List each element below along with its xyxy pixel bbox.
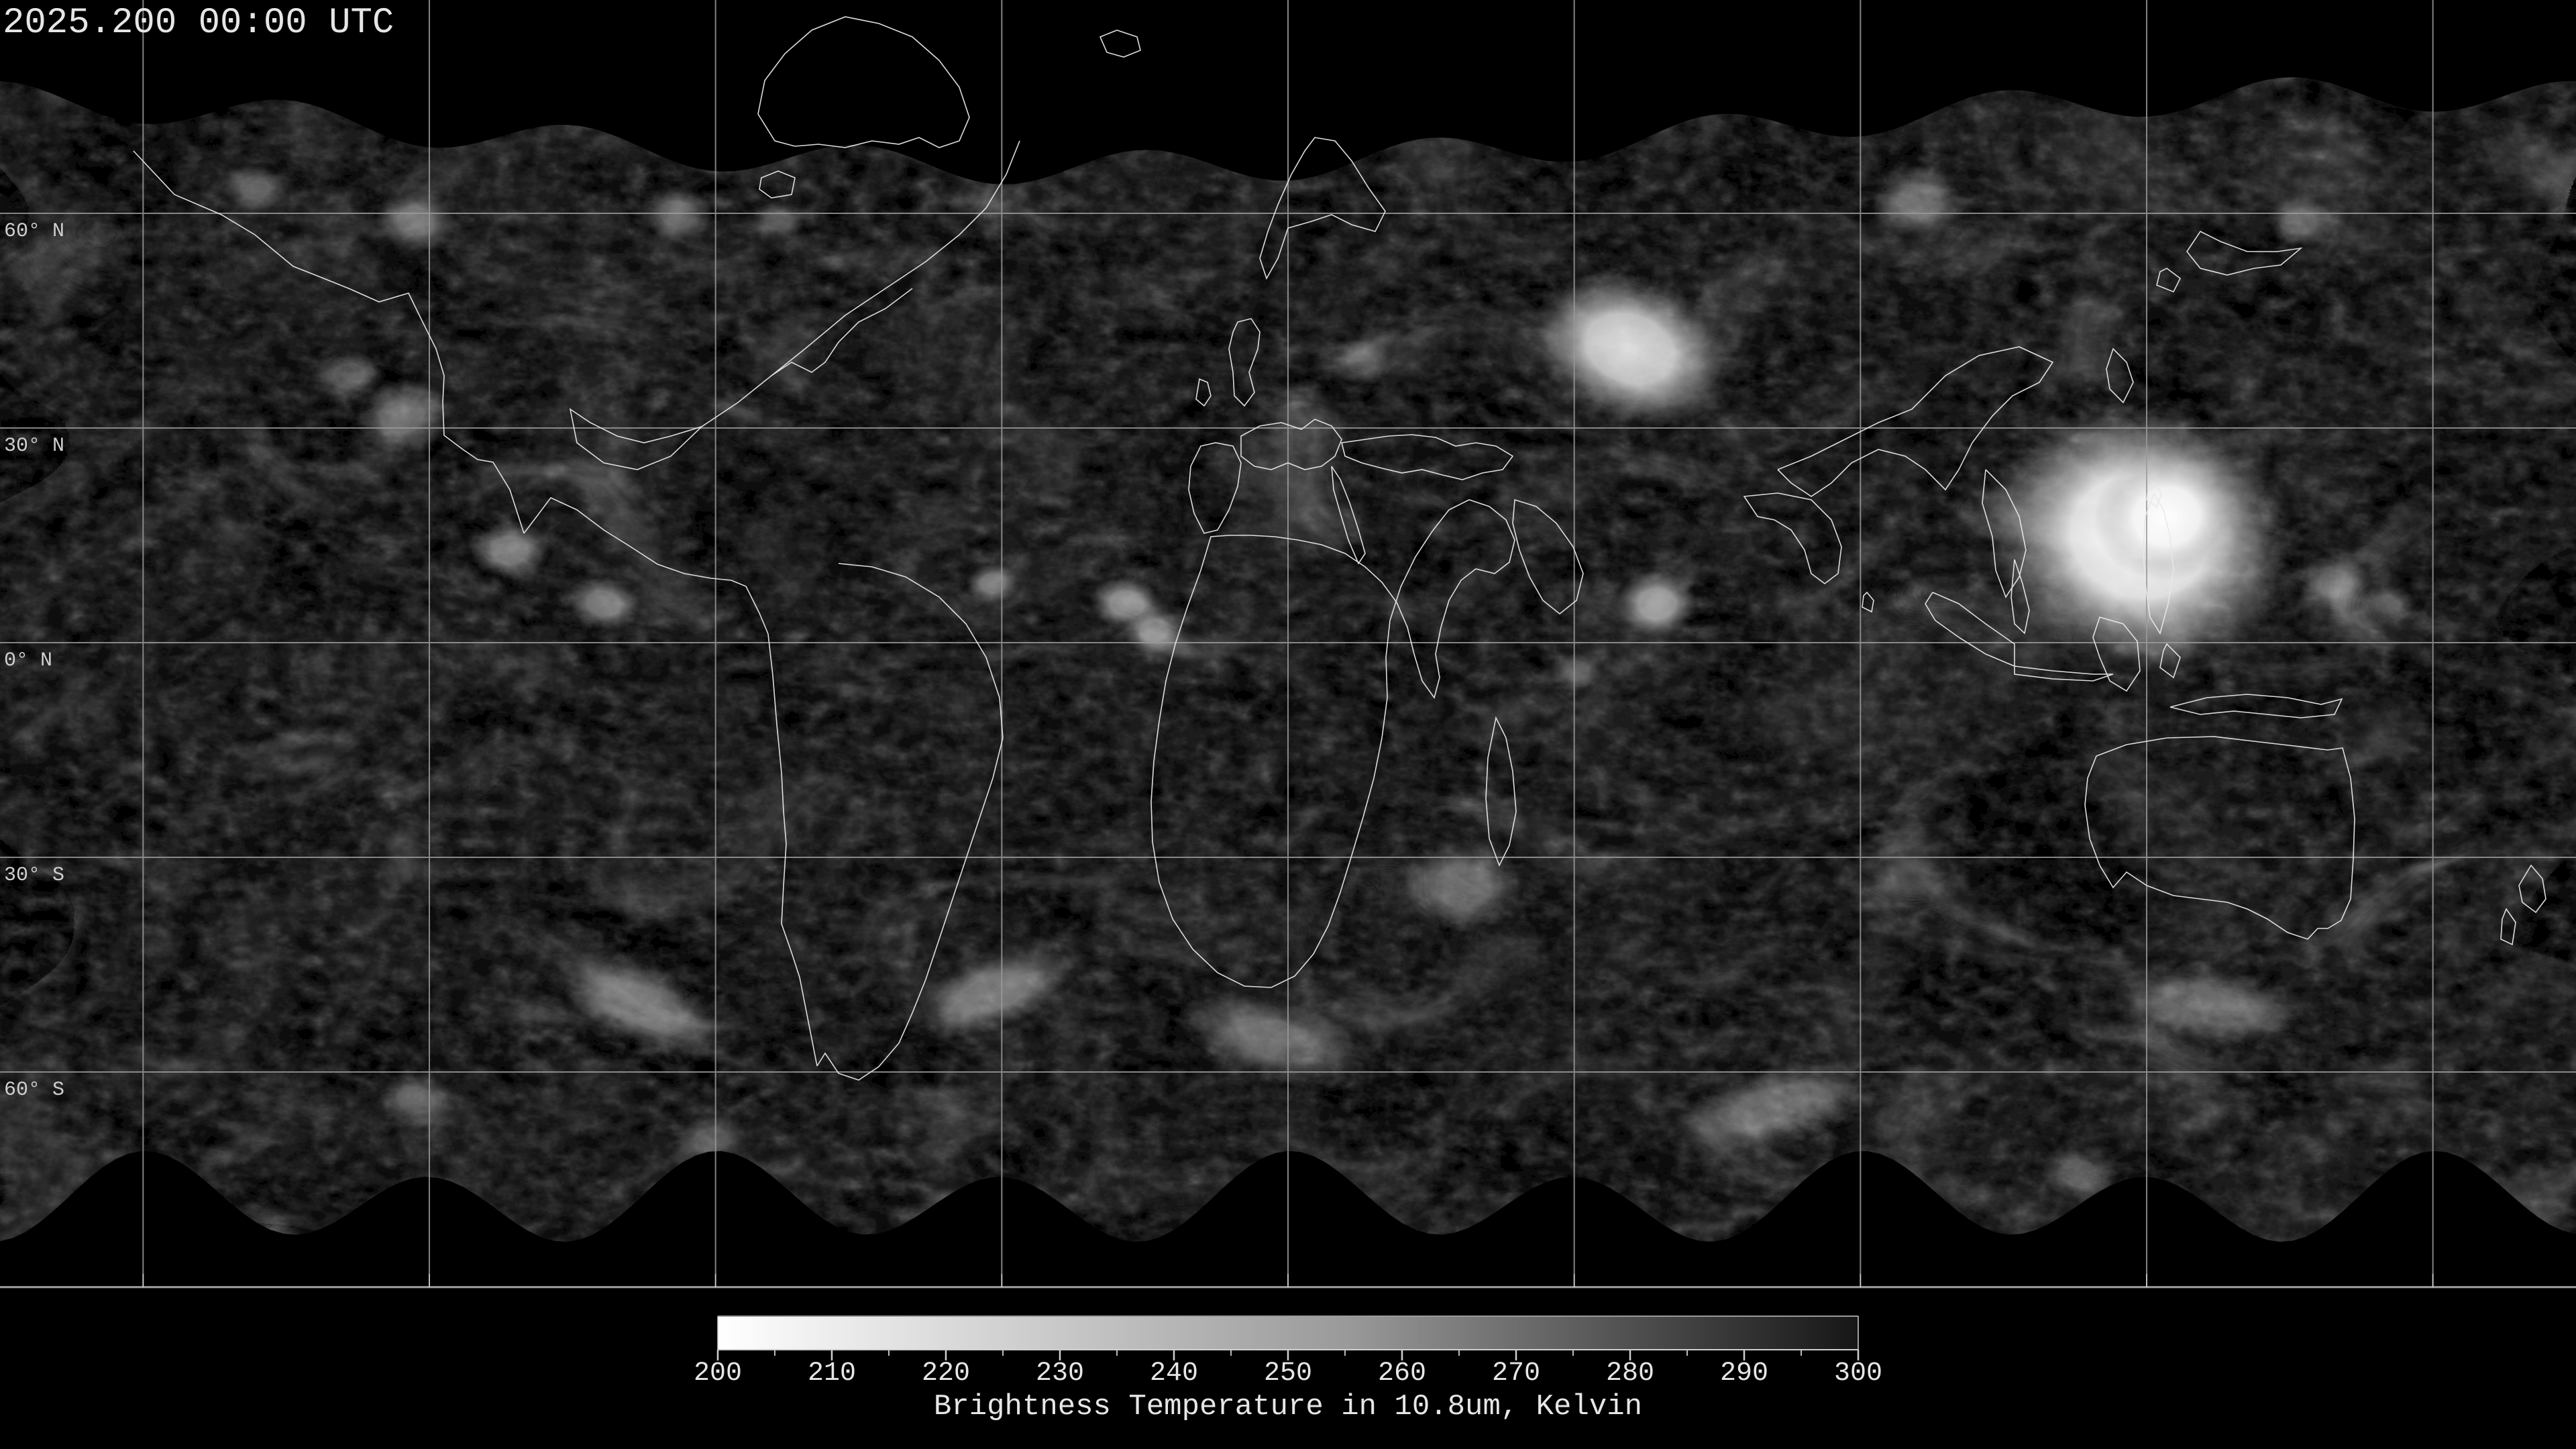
svg-text:30° S: 30° S xyxy=(4,864,64,887)
svg-text:300: 300 xyxy=(1834,1358,1882,1389)
svg-text:60° S: 60° S xyxy=(4,1079,64,1102)
svg-text:290: 290 xyxy=(1720,1358,1768,1389)
svg-text:270: 270 xyxy=(1492,1358,1540,1389)
svg-text:200: 200 xyxy=(694,1358,742,1389)
svg-text:240: 240 xyxy=(1150,1358,1198,1389)
svg-text:250: 250 xyxy=(1264,1358,1312,1389)
svg-text:Brightness Temperature in 10.8: Brightness Temperature in 10.8um, Kelvin xyxy=(934,1390,1642,1424)
svg-text:260: 260 xyxy=(1378,1358,1426,1389)
svg-text:230: 230 xyxy=(1036,1358,1084,1389)
svg-text:60° N: 60° N xyxy=(4,220,64,243)
svg-text:2025.200 00:00 UTC: 2025.200 00:00 UTC xyxy=(3,3,394,44)
svg-text:280: 280 xyxy=(1606,1358,1654,1389)
svg-text:220: 220 xyxy=(922,1358,970,1389)
svg-text:30° N: 30° N xyxy=(4,435,64,458)
svg-text:0° N: 0° N xyxy=(4,649,52,672)
svg-text:210: 210 xyxy=(808,1358,856,1389)
